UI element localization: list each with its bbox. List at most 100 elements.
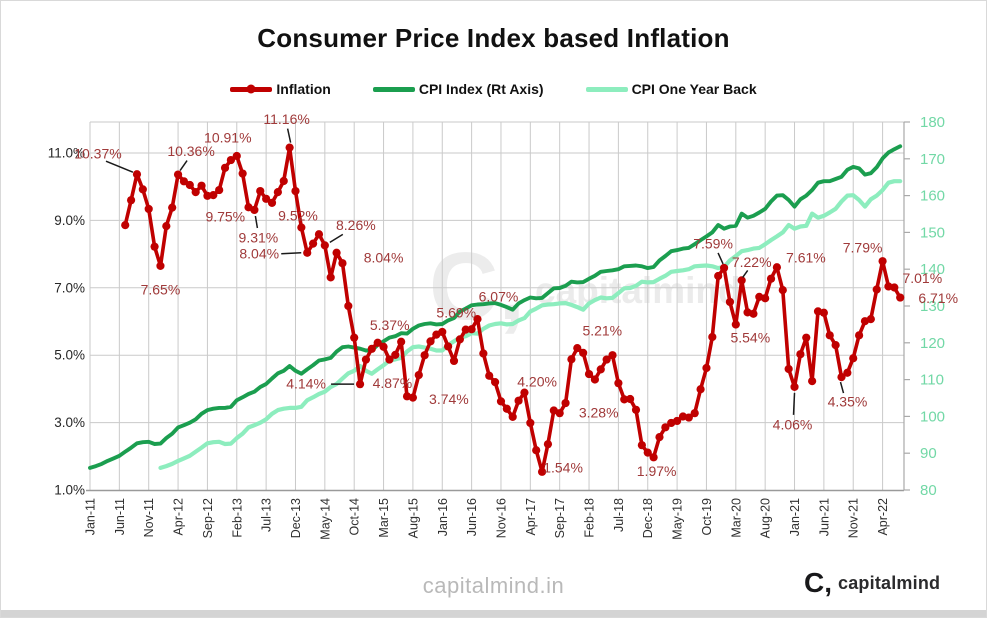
inflation-point xyxy=(655,432,664,442)
inflation-point xyxy=(209,191,218,200)
inflation-point xyxy=(714,271,723,281)
data-label-Sep-17: 3.28% xyxy=(579,405,619,421)
inflation-point xyxy=(808,377,817,386)
inflation-point xyxy=(132,170,142,179)
inflation-point xyxy=(567,355,576,364)
data-label-Oct-16: 4.20% xyxy=(517,374,557,390)
right-axis-tick-label: 90 xyxy=(920,445,937,462)
inflation-point xyxy=(831,340,840,350)
inflation-point xyxy=(385,355,394,364)
x-axis-tick-label: Apr-17 xyxy=(524,498,538,536)
data-label-Nov-13: 11.16% xyxy=(263,111,309,127)
inflation-point xyxy=(649,453,658,462)
inflation-point xyxy=(173,170,183,179)
x-axis-tick-label: Oct-19 xyxy=(700,498,714,536)
inflation-point xyxy=(661,423,670,432)
inflation-point xyxy=(608,351,617,360)
inflation-point xyxy=(878,257,887,266)
inflation-point xyxy=(373,338,382,347)
footer-watermark: capitalmind.in xyxy=(422,573,565,598)
x-axis-tick-label: Mar-20 xyxy=(729,498,743,538)
x-axis-tick-label: Jun-21 xyxy=(817,498,831,536)
x-axis-tick-label: Oct-14 xyxy=(348,498,362,536)
inflation-dot-icon xyxy=(246,84,256,94)
inflation-point xyxy=(514,396,523,405)
inflation-point xyxy=(766,274,776,283)
inflation-point xyxy=(579,348,588,357)
inflation-point xyxy=(643,448,652,457)
data-label-Jul-14: 8.04% xyxy=(364,249,404,265)
x-axis-tick-label: Aug-20 xyxy=(759,498,773,538)
data-label-Nov-14: 4.14% xyxy=(286,376,326,392)
x-axis-tick-label: Apr-12 xyxy=(172,498,186,536)
capitalmind-logo-icon: C, xyxy=(804,567,832,598)
inflation-point xyxy=(144,204,153,214)
annotation-leader-line xyxy=(329,233,344,243)
inflation-point xyxy=(226,155,236,165)
left-axis-tick-label: 7.0% xyxy=(54,280,85,295)
inflation-point xyxy=(555,409,564,418)
inflation-point xyxy=(819,308,828,317)
annotation-leader-line xyxy=(254,215,259,229)
inflation-point xyxy=(355,380,365,389)
data-label-Oct-12: 9.75% xyxy=(205,209,245,225)
x-axis-tick-label: Jan-11 xyxy=(84,498,98,535)
x-axis-tick-label: Mar-15 xyxy=(377,498,391,538)
legend-label-inflation: Inflation xyxy=(276,81,331,97)
cpi-index-line-swatch-icon xyxy=(372,86,415,92)
x-axis-tick-label: Dec-13 xyxy=(289,498,303,538)
x-axis-tick-label: Jun-16 xyxy=(465,498,479,536)
brand-name: capitalmind xyxy=(838,572,941,593)
data-label-Aug-13: 9.52% xyxy=(278,207,318,223)
x-axis-tick-label: Dec-18 xyxy=(641,498,655,538)
data-label-Jan-20: 7.59% xyxy=(693,235,733,251)
inflation-point xyxy=(232,151,241,161)
inflation-point xyxy=(326,273,335,282)
x-axis-tick-label: Sep-12 xyxy=(201,498,215,538)
inflation-point xyxy=(508,412,517,421)
inflation-point xyxy=(778,286,787,295)
left-axis-tick-label: 9.0% xyxy=(54,213,85,228)
data-label-Feb-15: 5.37% xyxy=(370,317,410,333)
inflation-point xyxy=(220,163,230,172)
data-label-Jun-17: 1.54% xyxy=(543,459,583,475)
data-label-Feb-14: 8.04% xyxy=(239,245,279,261)
inflation-point xyxy=(491,378,500,387)
inflation-point xyxy=(502,404,511,413)
inflation-point xyxy=(725,297,735,307)
inflation-point xyxy=(262,194,271,203)
x-axis-tick-label: Jul-18 xyxy=(612,498,626,532)
data-label-Sep-21: 4.35% xyxy=(828,394,868,410)
inflation-point xyxy=(197,181,206,190)
annotation-leader-line xyxy=(281,252,302,255)
inflation-point xyxy=(520,388,529,397)
inflation-point xyxy=(332,248,341,257)
inflation-point xyxy=(772,263,782,272)
right-axis-tick-label: 110 xyxy=(920,372,944,389)
right-axis-tick-label: 170 xyxy=(920,151,945,168)
inflation-point xyxy=(138,185,147,194)
inflation-point xyxy=(191,187,200,197)
inflation-line-swatch-icon xyxy=(230,84,273,94)
x-axis-tick-label: Aug-15 xyxy=(406,498,420,538)
inflation-point xyxy=(185,180,194,190)
inflation-point xyxy=(449,356,459,366)
inflation-point xyxy=(890,283,899,292)
inflation-point xyxy=(543,440,553,449)
inflation-point xyxy=(250,205,259,215)
cpi-one-year-back-line xyxy=(158,179,903,470)
right-axis-tick-label: 120 xyxy=(920,335,945,352)
inflation-point xyxy=(790,382,799,391)
annotation-leader-line xyxy=(839,381,845,394)
inflation-point xyxy=(537,467,547,476)
data-label-Apr-15: 4.87% xyxy=(373,375,413,391)
inflation-point xyxy=(796,350,805,359)
inflation-point xyxy=(802,333,811,342)
inflation-point xyxy=(455,335,464,344)
data-label-May-13: 9.31% xyxy=(239,229,279,245)
inflation-point xyxy=(761,294,770,303)
right-axis-tick-label: 180 xyxy=(920,114,945,131)
legend-label-cpi-index: CPI Index (Rt Axis) xyxy=(418,81,544,97)
x-axis-tick-label: Feb-18 xyxy=(583,498,597,538)
legend: Inflation CPI Index (Rt Axis) CPI One Ye… xyxy=(1,81,986,97)
